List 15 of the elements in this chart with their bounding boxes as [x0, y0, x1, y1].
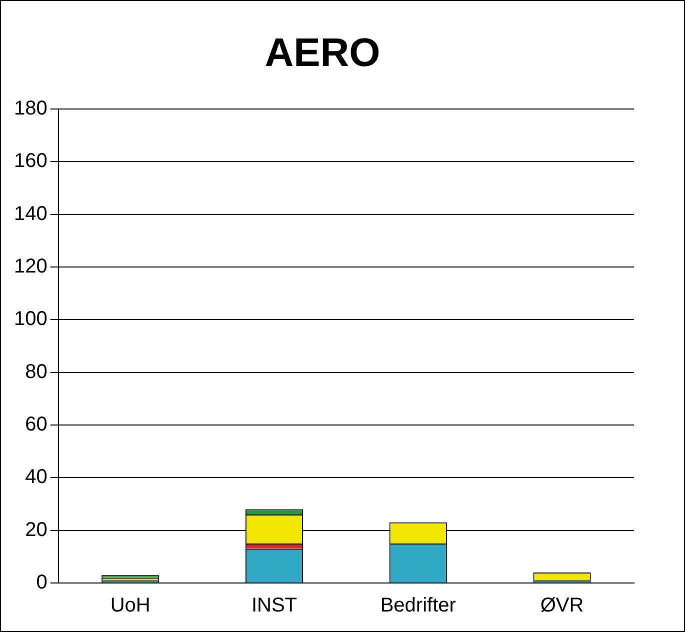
y-tick-label: 180: [14, 98, 48, 120]
x-tick-label: INST: [251, 594, 298, 617]
y-tick-label: 40: [25, 466, 48, 488]
x-tick-label: Bedrifter: [380, 594, 456, 617]
y-tick-label: 160: [14, 150, 48, 172]
y-tick-label: 140: [14, 202, 48, 225]
y-tick-label: 0: [36, 572, 48, 594]
y-tick-label: 60: [25, 414, 48, 436]
x-tick-label: ØVR: [540, 594, 584, 617]
y-tick-label: 120: [14, 256, 48, 278]
x-tick-label: UoH: [110, 594, 150, 617]
y-tick-label: 100: [14, 308, 48, 330]
y-tick-label: 20: [25, 518, 48, 541]
y-tick-label: 80: [25, 360, 48, 383]
chart-title: AERO: [264, 31, 380, 76]
